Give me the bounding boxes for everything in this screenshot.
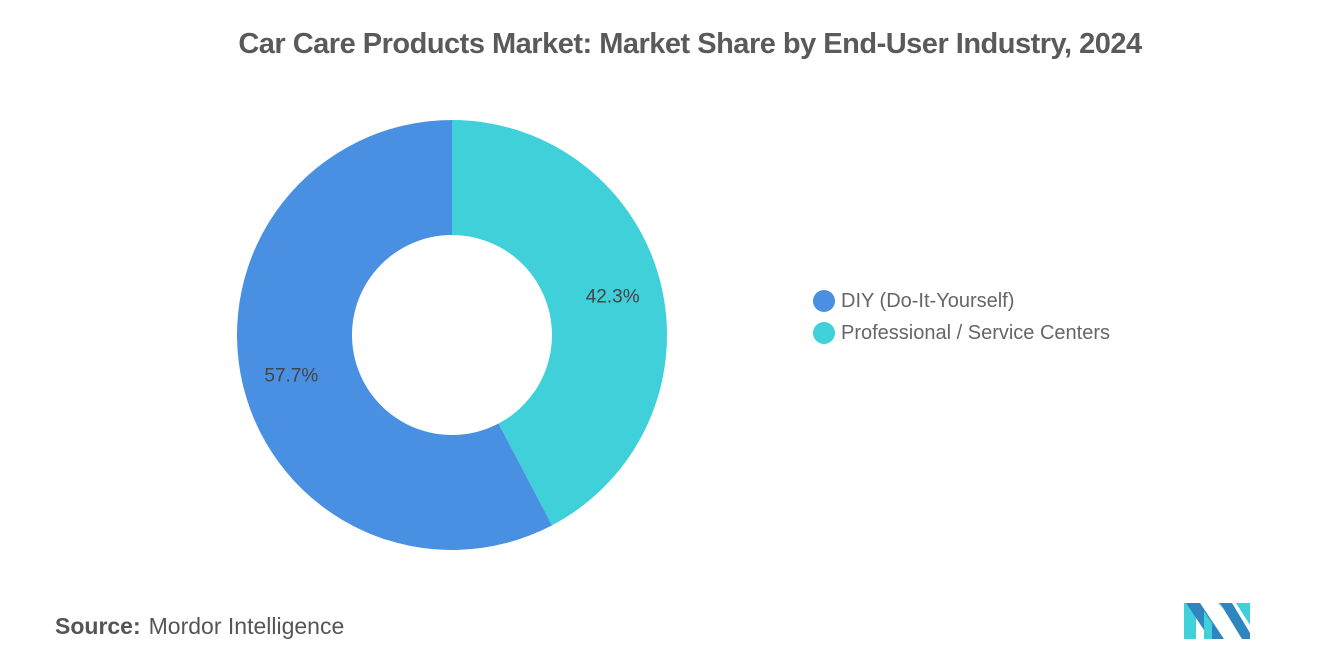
chart-title: Car Care Products Market: Market Share b… xyxy=(238,28,1142,60)
legend-item-professional: Professional / Service Centers xyxy=(813,317,1110,349)
mordor-logo-icon xyxy=(1184,603,1250,639)
data-label: 42.3% xyxy=(586,286,640,307)
data-label: 57.7% xyxy=(264,366,318,387)
donut-slice-professional-service-centers xyxy=(452,120,668,526)
donut-chart: 42.3% 57.7% xyxy=(237,120,668,550)
source-value: Mordor Intelligence xyxy=(148,613,345,639)
source-label: Source: xyxy=(55,613,141,639)
legend-label: DIY (Do-It-Yourself) xyxy=(841,289,1015,312)
legend: DIY (Do-It-Yourself) Professional / Serv… xyxy=(813,285,1110,349)
legend-item-diy: DIY (Do-It-Yourself) xyxy=(813,285,1110,317)
legend-label: Professional / Service Centers xyxy=(841,321,1111,344)
donut-slice-diy-do-it-yourself- xyxy=(237,120,553,550)
source-note: Source: Mordor Intelligence xyxy=(55,613,344,640)
legend-swatch xyxy=(813,290,835,312)
legend-swatch xyxy=(813,322,835,344)
